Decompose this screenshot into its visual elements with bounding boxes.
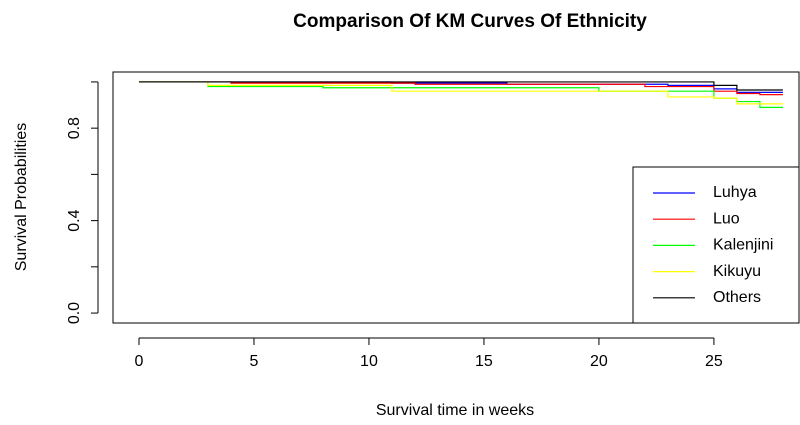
chart-title: Comparison Of KM Curves Of Ethnicity bbox=[293, 11, 647, 32]
x-tick-label: 0 bbox=[135, 353, 144, 370]
km-curve bbox=[138, 81, 783, 105]
legend-label: Luhya bbox=[713, 184, 757, 201]
x-tick-label: 10 bbox=[360, 353, 378, 370]
x-tick-label: 25 bbox=[705, 353, 723, 370]
legend-label: Kalenjini bbox=[713, 237, 773, 254]
x-axis-label: Survival time in weeks bbox=[376, 402, 534, 419]
km-curve bbox=[138, 81, 783, 96]
x-tick-label: 20 bbox=[590, 353, 608, 370]
y-axis-label: Survival Probabilities bbox=[13, 123, 30, 272]
y-tick-label: 0.4 bbox=[66, 209, 83, 231]
legend-label: Luo bbox=[713, 210, 740, 227]
legend-label: Others bbox=[713, 289, 761, 306]
y-tick-label: 0.0 bbox=[66, 302, 83, 324]
x-tick-label: 5 bbox=[250, 353, 259, 370]
legend-label: Kikuyu bbox=[713, 263, 761, 280]
km-curve bbox=[138, 81, 783, 91]
x-tick-label: 15 bbox=[475, 353, 493, 370]
y-tick-label: 0.8 bbox=[66, 117, 83, 139]
